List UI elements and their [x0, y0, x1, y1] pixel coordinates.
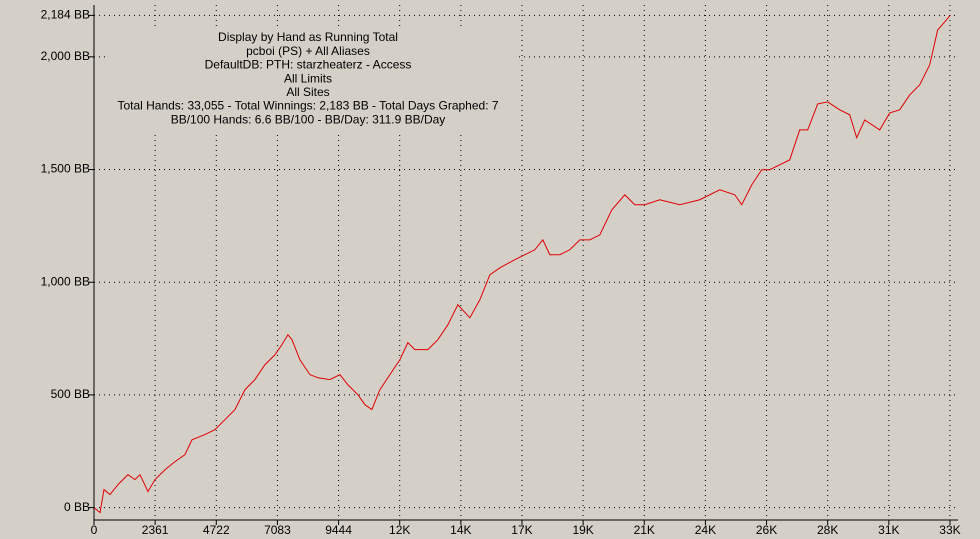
x-tick-label: 14K [450, 523, 471, 537]
annotation-box [108, 28, 518, 132]
x-tick-label: 31K [878, 523, 899, 537]
annotation: DefaultDB: PTH: starzheaterz - Access [205, 58, 412, 72]
annotation: pcboi (PS) + All Aliases [246, 44, 370, 58]
x-tick-label: 2361 [142, 523, 169, 537]
x-tick-label: 12K [389, 523, 410, 537]
x-tick-label: 7083 [264, 523, 291, 537]
annotation: All Limits [284, 71, 332, 85]
y-tick-label: 0 BB [64, 500, 90, 514]
y-tick-label: 1,500 BB [41, 162, 90, 176]
x-tick-label: 9444 [325, 523, 352, 537]
x-tick-label: 33K [939, 523, 960, 537]
y-tick-label: 1,000 BB [41, 274, 90, 288]
x-tick-label: 0 [91, 523, 98, 537]
annotation: Total Hands: 33,055 - Total Winnings: 2,… [117, 99, 498, 113]
series-line [93, 15, 951, 514]
x-tick-label: 28K [817, 523, 838, 537]
x-tick-label: 4722 [203, 523, 230, 537]
x-tick-label: 26K [756, 523, 777, 537]
x-tick-label: 24K [695, 523, 716, 537]
y-tick-label: 2,184 BB [41, 8, 90, 22]
y-tick-label: 2,000 BB [41, 49, 90, 63]
x-tick-label: 21K [634, 523, 655, 537]
annotation: All Sites [286, 85, 329, 99]
annotation: Display by Hand as Running Total [218, 30, 398, 44]
annotation: BB/100 Hands: 6.6 BB/100 - BB/Day: 311.9… [171, 112, 446, 126]
x-tick-label: 19K [572, 523, 593, 537]
y-tick-label: 500 BB [51, 387, 90, 401]
x-tick-label: 17K [511, 523, 532, 537]
